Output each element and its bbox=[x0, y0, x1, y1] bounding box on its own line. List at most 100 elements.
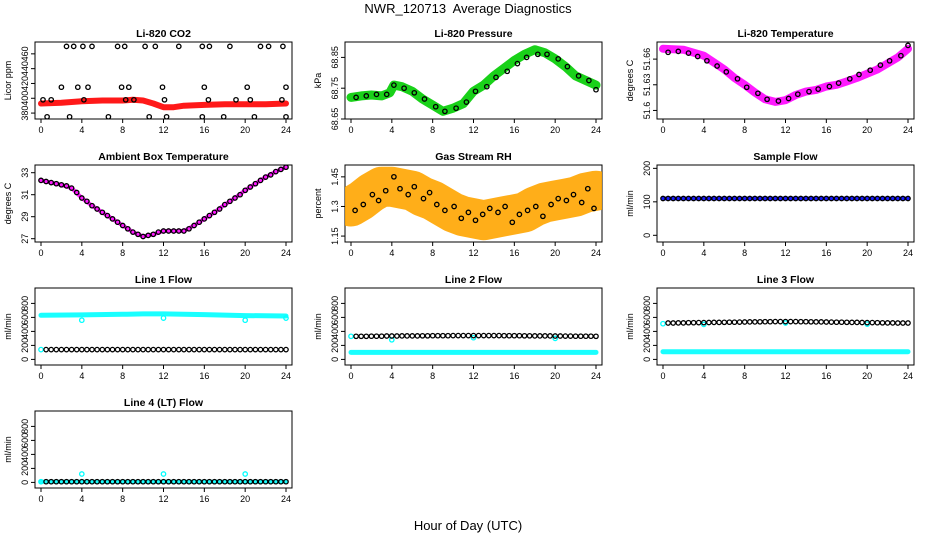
data-point bbox=[220, 113, 227, 119]
data-point bbox=[731, 319, 738, 326]
x-tick-label: 8 bbox=[430, 371, 435, 381]
data-point bbox=[665, 320, 671, 326]
data-point bbox=[84, 478, 90, 485]
x-tick-label: 8 bbox=[120, 371, 125, 381]
y-tick-label: 460 bbox=[20, 46, 30, 61]
data-point bbox=[40, 96, 46, 103]
data-point bbox=[849, 319, 855, 326]
data-point bbox=[135, 346, 141, 353]
data-point bbox=[131, 96, 137, 103]
x-tick-label: 12 bbox=[158, 248, 168, 258]
plot-area bbox=[345, 166, 602, 241]
data-point bbox=[450, 332, 456, 339]
x-tick-label: 8 bbox=[742, 248, 747, 258]
data-point bbox=[813, 319, 819, 325]
data-point bbox=[78, 195, 85, 201]
x-tick-label: 4 bbox=[79, 494, 84, 504]
data-point bbox=[48, 478, 55, 485]
data-point bbox=[835, 80, 842, 86]
y-tick-label: 600 bbox=[20, 433, 30, 448]
data-point bbox=[660, 320, 666, 327]
y-tick-label: 29 bbox=[20, 212, 30, 222]
data-point bbox=[787, 318, 794, 325]
data-point bbox=[165, 228, 172, 234]
data-point bbox=[216, 206, 223, 212]
data-point bbox=[118, 84, 125, 91]
data-point bbox=[706, 195, 712, 202]
data-point bbox=[368, 333, 375, 340]
data-point bbox=[864, 319, 871, 326]
data-point bbox=[752, 319, 758, 325]
data-point bbox=[567, 333, 574, 339]
data-point bbox=[211, 478, 218, 485]
data-point bbox=[746, 319, 753, 325]
data-point bbox=[142, 43, 148, 50]
x-tick-label: 8 bbox=[120, 494, 125, 504]
data-point bbox=[78, 471, 85, 477]
y-tick-label: 68.75 bbox=[330, 77, 340, 100]
data-point bbox=[160, 315, 167, 321]
panel-title: Sample Flow bbox=[753, 151, 818, 163]
y-axis-label: ml/min bbox=[625, 313, 635, 340]
data-point bbox=[251, 113, 258, 119]
data-point bbox=[472, 217, 479, 224]
data-point bbox=[155, 229, 162, 235]
y-tick-label: 800 bbox=[20, 296, 30, 311]
x-tick-label: 24 bbox=[281, 125, 291, 135]
data-point bbox=[74, 84, 81, 91]
data-point bbox=[140, 478, 146, 485]
data-point bbox=[808, 318, 814, 325]
data-point bbox=[762, 318, 768, 325]
data-point bbox=[150, 231, 157, 238]
data-point bbox=[283, 478, 289, 485]
data-point bbox=[257, 346, 264, 353]
data-point bbox=[501, 332, 507, 339]
data-point bbox=[700, 319, 707, 326]
data-point bbox=[401, 85, 407, 92]
data-point bbox=[803, 195, 809, 202]
data-point bbox=[201, 84, 208, 91]
panel-3: Li-820 Temperature 0 4 8 12 16 20 24 51.66 51.63 5… bbox=[625, 28, 915, 135]
data-point bbox=[89, 346, 95, 353]
data-point bbox=[94, 346, 100, 353]
data-point bbox=[191, 222, 197, 229]
data-point bbox=[89, 478, 95, 485]
x-axis-title: Hour of Day (UTC) bbox=[413, 518, 523, 533]
x-tick-label: 4 bbox=[79, 371, 84, 381]
y-axis-label: ml/min bbox=[625, 190, 635, 217]
data-point bbox=[227, 43, 233, 50]
x-tick-label: 4 bbox=[701, 125, 706, 135]
data-point bbox=[414, 333, 421, 339]
data-point bbox=[206, 478, 213, 485]
series-band-0 bbox=[38, 96, 289, 111]
data-point bbox=[782, 318, 789, 325]
data-point bbox=[797, 318, 804, 325]
data-point bbox=[818, 319, 825, 325]
data-point bbox=[794, 91, 801, 98]
data-point bbox=[736, 319, 743, 325]
data-point bbox=[181, 228, 187, 234]
data-point bbox=[145, 478, 152, 485]
data-point bbox=[460, 332, 467, 339]
data-point bbox=[475, 332, 482, 339]
y-tick-label: 51.6 bbox=[642, 102, 652, 120]
panel-5: Gas Stream RH 0 4 8 12 16 20 24 1.15 1.3 1.45 perce… bbox=[313, 151, 603, 258]
y-tick-label: 200 bbox=[20, 461, 30, 476]
data-point bbox=[63, 183, 70, 189]
y-tick-label: 420 bbox=[20, 76, 30, 91]
data-point bbox=[772, 195, 779, 202]
data-point bbox=[175, 478, 182, 485]
data-point bbox=[373, 333, 380, 340]
x-tick-label: 16 bbox=[821, 371, 831, 381]
data-point bbox=[575, 73, 582, 79]
y-tick-label: 600 bbox=[642, 310, 652, 325]
data-point bbox=[124, 225, 131, 232]
data-point bbox=[58, 181, 65, 188]
data-point bbox=[363, 93, 370, 99]
data-point bbox=[247, 96, 254, 103]
plot-area bbox=[348, 332, 599, 355]
data-point bbox=[68, 478, 75, 485]
data-point bbox=[89, 202, 95, 209]
data-point bbox=[104, 478, 111, 485]
data-point bbox=[73, 189, 80, 196]
